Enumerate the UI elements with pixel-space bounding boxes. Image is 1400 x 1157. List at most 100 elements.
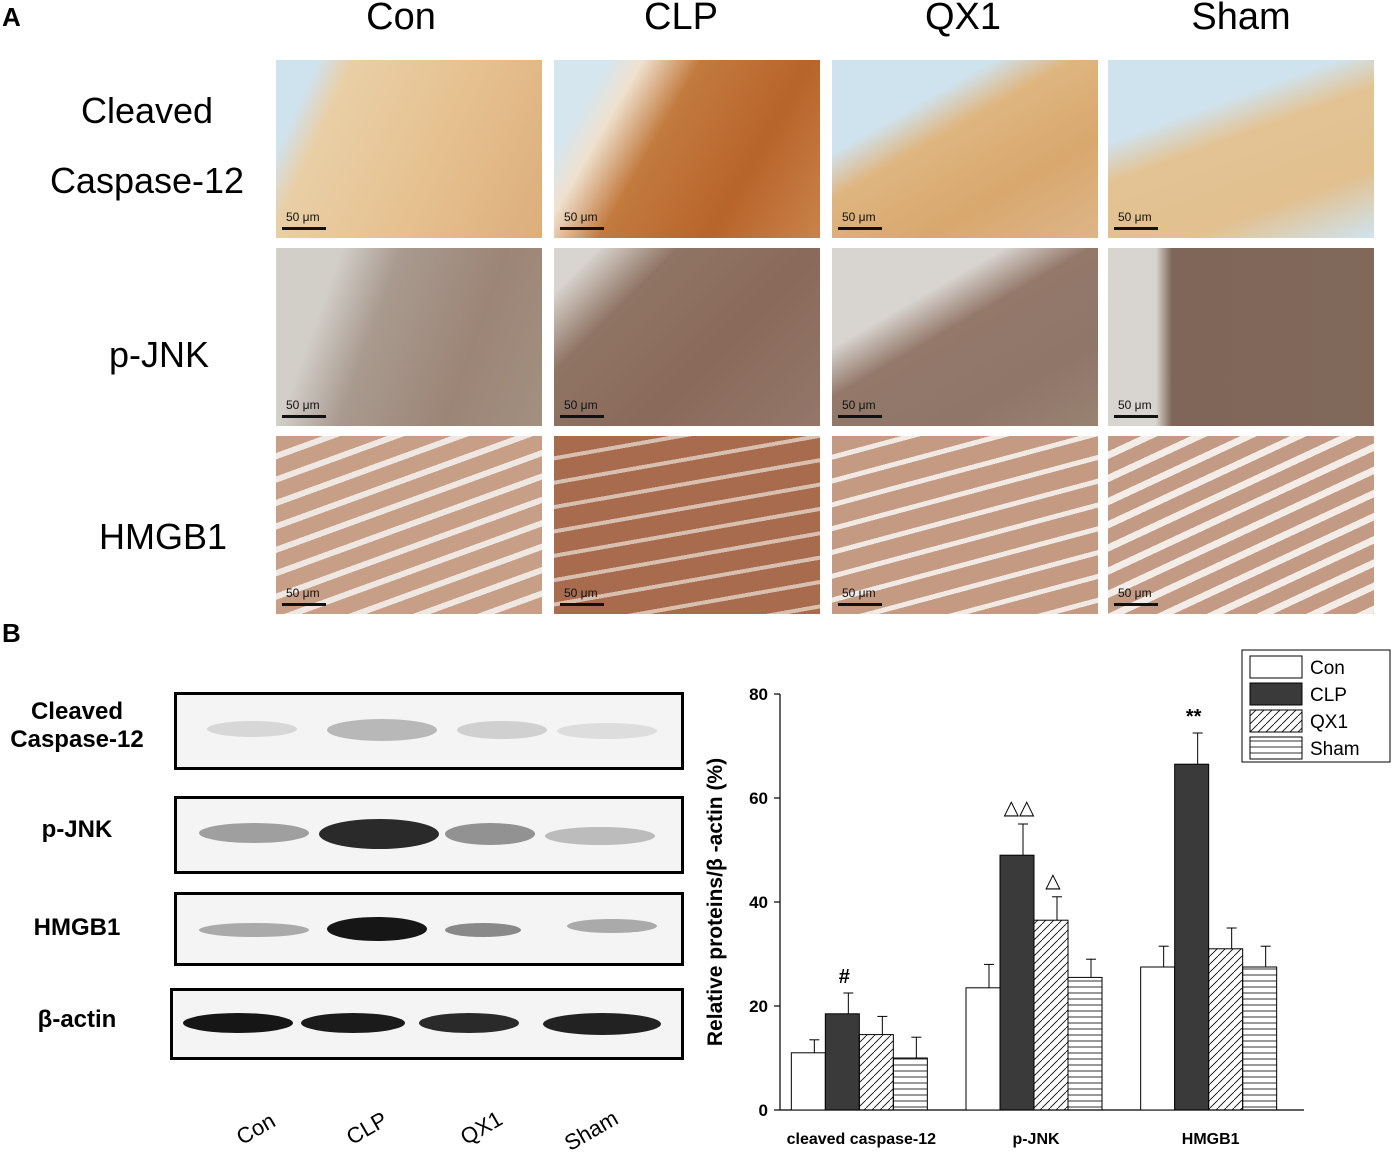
column-header-clp: CLP bbox=[644, 0, 718, 38]
band bbox=[327, 917, 427, 941]
legend-label: QX1 bbox=[1310, 712, 1348, 733]
legend-swatch bbox=[1249, 709, 1303, 733]
column-header-sham: Sham bbox=[1191, 0, 1291, 38]
blot-label-pjnk: p-JNK bbox=[41, 816, 113, 843]
panel-a-letter: A bbox=[2, 2, 21, 32]
bar-chart: 0 20 40 60 80 Relative proteins/β -actin (%) #… bbox=[704, 649, 1391, 1148]
ihc-tile-pjnk-sham: 50 μm bbox=[1108, 248, 1374, 426]
band bbox=[567, 919, 657, 933]
significance-annotation: # bbox=[839, 966, 850, 988]
row-label-caspase12-line2: Caspase-12 bbox=[49, 160, 245, 201]
bar bbox=[790, 1052, 826, 1111]
band bbox=[457, 721, 547, 739]
bar bbox=[1033, 919, 1069, 1111]
scale-bar bbox=[282, 227, 326, 230]
bar bbox=[965, 987, 1001, 1111]
band bbox=[319, 819, 439, 849]
scale-bar-label: 50 μm bbox=[842, 210, 876, 224]
band bbox=[327, 719, 437, 741]
ihc-tile-caspase12-clp: 50 μm bbox=[554, 60, 820, 238]
panel-b-letter: B bbox=[2, 618, 21, 648]
lane-label-qx1: QX1 bbox=[456, 1105, 507, 1150]
scale-bar bbox=[560, 227, 604, 230]
row-label-caspase12: Cleaved Caspase-12 bbox=[12, 76, 282, 216]
lane-label-sham: Sham bbox=[560, 1105, 623, 1156]
scale-bar-label: 50 μm bbox=[842, 398, 876, 412]
band bbox=[557, 723, 657, 739]
scale-bar bbox=[1114, 227, 1158, 230]
band bbox=[445, 823, 535, 845]
band bbox=[543, 1013, 661, 1035]
scale-bar-label: 50 μm bbox=[564, 398, 598, 412]
ihc-tile-caspase12-sham: 50 μm bbox=[1108, 60, 1374, 238]
scale-bar bbox=[838, 415, 882, 418]
blot-label-beta-actin: β-actin bbox=[37, 1006, 117, 1033]
bar bbox=[1242, 966, 1278, 1111]
blot-label-hmgb1: HMGB1 bbox=[33, 914, 121, 941]
row-label-pjnk: p-JNK bbox=[108, 334, 210, 375]
scale-bar bbox=[838, 227, 882, 230]
y-tick-label: 80 bbox=[749, 685, 768, 704]
scale-bar-label: 50 μm bbox=[286, 398, 320, 412]
legend-label: Sham bbox=[1310, 739, 1360, 760]
y-axis-label: Relative proteins/β -actin (%) bbox=[704, 758, 727, 1046]
blot-pjnk bbox=[174, 796, 684, 874]
ihc-tile-caspase12-con: 50 μm bbox=[276, 60, 542, 238]
blot-beta-actin bbox=[170, 988, 684, 1060]
lane-label-con: Con bbox=[232, 1107, 280, 1150]
band bbox=[445, 923, 521, 937]
band bbox=[199, 823, 309, 843]
bar bbox=[1208, 948, 1244, 1111]
significance-annotation: △ bbox=[1045, 870, 1061, 892]
scale-bar-label: 50 μm bbox=[842, 586, 876, 600]
y-tick-label: 40 bbox=[749, 893, 768, 912]
scale-bar bbox=[282, 415, 326, 418]
band bbox=[207, 721, 297, 737]
band bbox=[301, 1013, 405, 1033]
scale-bar bbox=[560, 415, 604, 418]
band bbox=[199, 923, 309, 937]
scale-bar-label: 50 μm bbox=[1118, 586, 1152, 600]
bar bbox=[1067, 976, 1103, 1111]
column-header-qx1: QX1 bbox=[924, 0, 1002, 38]
bar bbox=[1140, 966, 1176, 1111]
ihc-tile-hmgb1-sham: 50 μm bbox=[1108, 436, 1374, 614]
lane-label-clp: CLP bbox=[342, 1106, 392, 1150]
y-tick-label: 20 bbox=[749, 997, 768, 1016]
band bbox=[419, 1013, 519, 1033]
scale-bar bbox=[1114, 603, 1158, 606]
band bbox=[545, 827, 655, 845]
bar bbox=[892, 1057, 928, 1111]
scale-bar-label: 50 μm bbox=[564, 210, 598, 224]
ihc-tile-hmgb1-con: 50 μm bbox=[276, 436, 542, 614]
category-label: p-JNK bbox=[1012, 1131, 1060, 1148]
category-label: cleaved caspase-12 bbox=[787, 1131, 937, 1148]
ihc-tile-hmgb1-clp: 50 μm bbox=[554, 436, 820, 614]
legend-swatch bbox=[1249, 655, 1303, 679]
row-label-caspase12-line1: Cleaved bbox=[80, 90, 214, 131]
legend-swatch bbox=[1249, 682, 1303, 706]
scale-bar-label: 50 μm bbox=[1118, 398, 1152, 412]
significance-annotation: △△ bbox=[1004, 797, 1035, 819]
blot-label-caspase12: Cleaved Caspase-12 bbox=[0, 698, 154, 754]
category-label: HMGB1 bbox=[1182, 1131, 1240, 1148]
band bbox=[183, 1013, 293, 1033]
scale-bar-label: 50 μm bbox=[564, 586, 598, 600]
scale-bar-label: 50 μm bbox=[286, 586, 320, 600]
bar bbox=[999, 854, 1035, 1111]
legend-swatch bbox=[1249, 736, 1303, 760]
blot-label-caspase12-line2: Caspase-12 bbox=[10, 726, 144, 753]
ihc-tile-pjnk-qx1: 50 μm bbox=[832, 248, 1098, 426]
column-header-con: Con bbox=[366, 0, 436, 38]
blot-label-caspase12-line1: Cleaved bbox=[30, 698, 124, 725]
scale-bar-label: 50 μm bbox=[1118, 210, 1152, 224]
scale-bar bbox=[560, 603, 604, 606]
ihc-tile-caspase12-qx1: 50 μm bbox=[832, 60, 1098, 238]
ihc-tile-pjnk-clp: 50 μm bbox=[554, 248, 820, 426]
scale-bar bbox=[838, 603, 882, 606]
ihc-tile-hmgb1-qx1: 50 μm bbox=[832, 436, 1098, 614]
scale-bar bbox=[282, 603, 326, 606]
y-tick-label: 60 bbox=[749, 789, 768, 808]
ihc-tile-pjnk-con: 50 μm bbox=[276, 248, 542, 426]
bar bbox=[824, 1013, 860, 1111]
